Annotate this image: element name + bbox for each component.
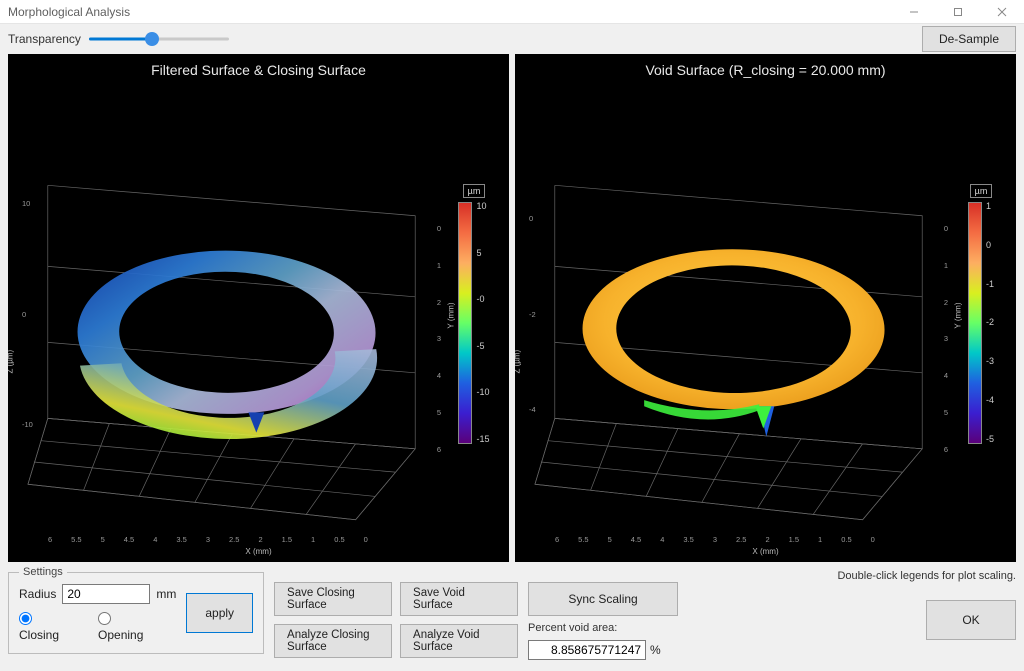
mode-opening-option[interactable]: Opening bbox=[98, 612, 162, 642]
plot-title-left: Filtered Surface & Closing Surface bbox=[8, 62, 509, 78]
save-closing-button[interactable]: Save Closing Surface bbox=[274, 582, 392, 616]
colorbar-gradient-right bbox=[968, 202, 982, 444]
x-ticks-left: 65.554.543.532.521.510.50 bbox=[48, 535, 368, 544]
save-void-button[interactable]: Save Void Surface bbox=[400, 582, 518, 616]
transparency-label: Transparency bbox=[8, 32, 81, 46]
radius-unit: mm bbox=[156, 587, 176, 601]
titlebar: Morphological Analysis bbox=[0, 0, 1024, 24]
percent-void-label: Percent void area: bbox=[528, 622, 678, 634]
toolbar: Transparency De-Sample bbox=[0, 24, 1024, 54]
window-controls bbox=[892, 0, 1024, 24]
window-title: Morphological Analysis bbox=[8, 5, 130, 19]
apply-button[interactable]: apply bbox=[186, 593, 253, 633]
mode-closing-radio[interactable] bbox=[19, 612, 32, 625]
colorbar-title-left: µm bbox=[463, 184, 486, 198]
minimize-icon bbox=[909, 7, 919, 17]
analyze-closing-button[interactable]: Analyze Closing Surface bbox=[274, 624, 392, 658]
colorbar-gradient-left bbox=[458, 202, 472, 444]
footer-hint: Double-click legends for plot scaling. bbox=[837, 570, 1016, 582]
radius-label: Radius bbox=[19, 587, 56, 601]
z-axis-label-left: Z (µm) bbox=[8, 350, 15, 374]
colorbar-ticks-right: 10-1-2-3-4-5 bbox=[986, 202, 994, 444]
settings-group: Settings Radius mm Closing Opening bbox=[8, 566, 264, 654]
action-buttons: Save Closing Surface Save Void Surface A… bbox=[274, 566, 518, 658]
y-ticks-left: 0123456 bbox=[437, 224, 441, 454]
desample-button[interactable]: De-Sample bbox=[922, 26, 1016, 52]
plot-void-surface[interactable]: Void Surface (R_closing = 20.000 mm) bbox=[515, 54, 1016, 562]
y-ticks-right: 0123456 bbox=[944, 224, 948, 454]
sync-column: Sync Scaling Percent void area: % bbox=[528, 566, 678, 660]
settings-legend: Settings bbox=[19, 566, 67, 578]
colorbar-ticks-left: 105-0-5-10-15 bbox=[476, 202, 489, 444]
colorbar-title-right: µm bbox=[970, 184, 993, 198]
plot-canvas-right bbox=[525, 84, 952, 540]
footer-column: Double-click legends for plot scaling. O… bbox=[837, 566, 1016, 640]
x-axis-label-left: X (mm) bbox=[245, 547, 271, 556]
percent-void-input[interactable] bbox=[528, 640, 646, 660]
x-ticks-right: 65.554.543.532.521.510.50 bbox=[555, 535, 875, 544]
analyze-void-button[interactable]: Analyze Void Surface bbox=[400, 624, 518, 658]
z-ticks-left: 100-10 bbox=[22, 199, 33, 429]
z-axis-label-right: Z (µm) bbox=[515, 350, 522, 374]
maximize-button[interactable] bbox=[936, 0, 980, 24]
plot-title-right: Void Surface (R_closing = 20.000 mm) bbox=[515, 62, 1016, 78]
mode-closing-label: Closing bbox=[19, 628, 59, 642]
colorbar-right[interactable]: µm 10-1-2-3-4-5 bbox=[958, 184, 1004, 444]
plot-filtered-surface[interactable]: Filtered Surface & Closing Surface bbox=[8, 54, 509, 562]
mode-opening-label: Opening bbox=[98, 628, 143, 642]
sync-scaling-button[interactable]: Sync Scaling bbox=[528, 582, 678, 616]
colorbar-left[interactable]: µm 105-0-5-10-15 bbox=[451, 184, 497, 444]
transparency-slider[interactable] bbox=[89, 30, 229, 48]
ok-button[interactable]: OK bbox=[926, 600, 1016, 640]
percent-void-unit: % bbox=[650, 643, 661, 657]
close-icon bbox=[997, 7, 1007, 17]
slider-fill bbox=[89, 38, 152, 41]
slider-thumb[interactable] bbox=[145, 32, 159, 46]
mode-closing-option[interactable]: Closing bbox=[19, 612, 78, 642]
plot-area: Filtered Surface & Closing Surface bbox=[0, 54, 1024, 562]
minimize-button[interactable] bbox=[892, 0, 936, 24]
plot-canvas-left bbox=[18, 84, 445, 540]
mode-opening-radio[interactable] bbox=[98, 612, 111, 625]
maximize-icon bbox=[953, 7, 963, 17]
z-ticks-right: 0-2-4 bbox=[529, 214, 536, 414]
x-axis-label-right: X (mm) bbox=[752, 547, 778, 556]
close-button[interactable] bbox=[980, 0, 1024, 24]
bottom-bar: Settings Radius mm Closing Opening bbox=[0, 562, 1024, 671]
radius-input[interactable] bbox=[62, 584, 150, 604]
